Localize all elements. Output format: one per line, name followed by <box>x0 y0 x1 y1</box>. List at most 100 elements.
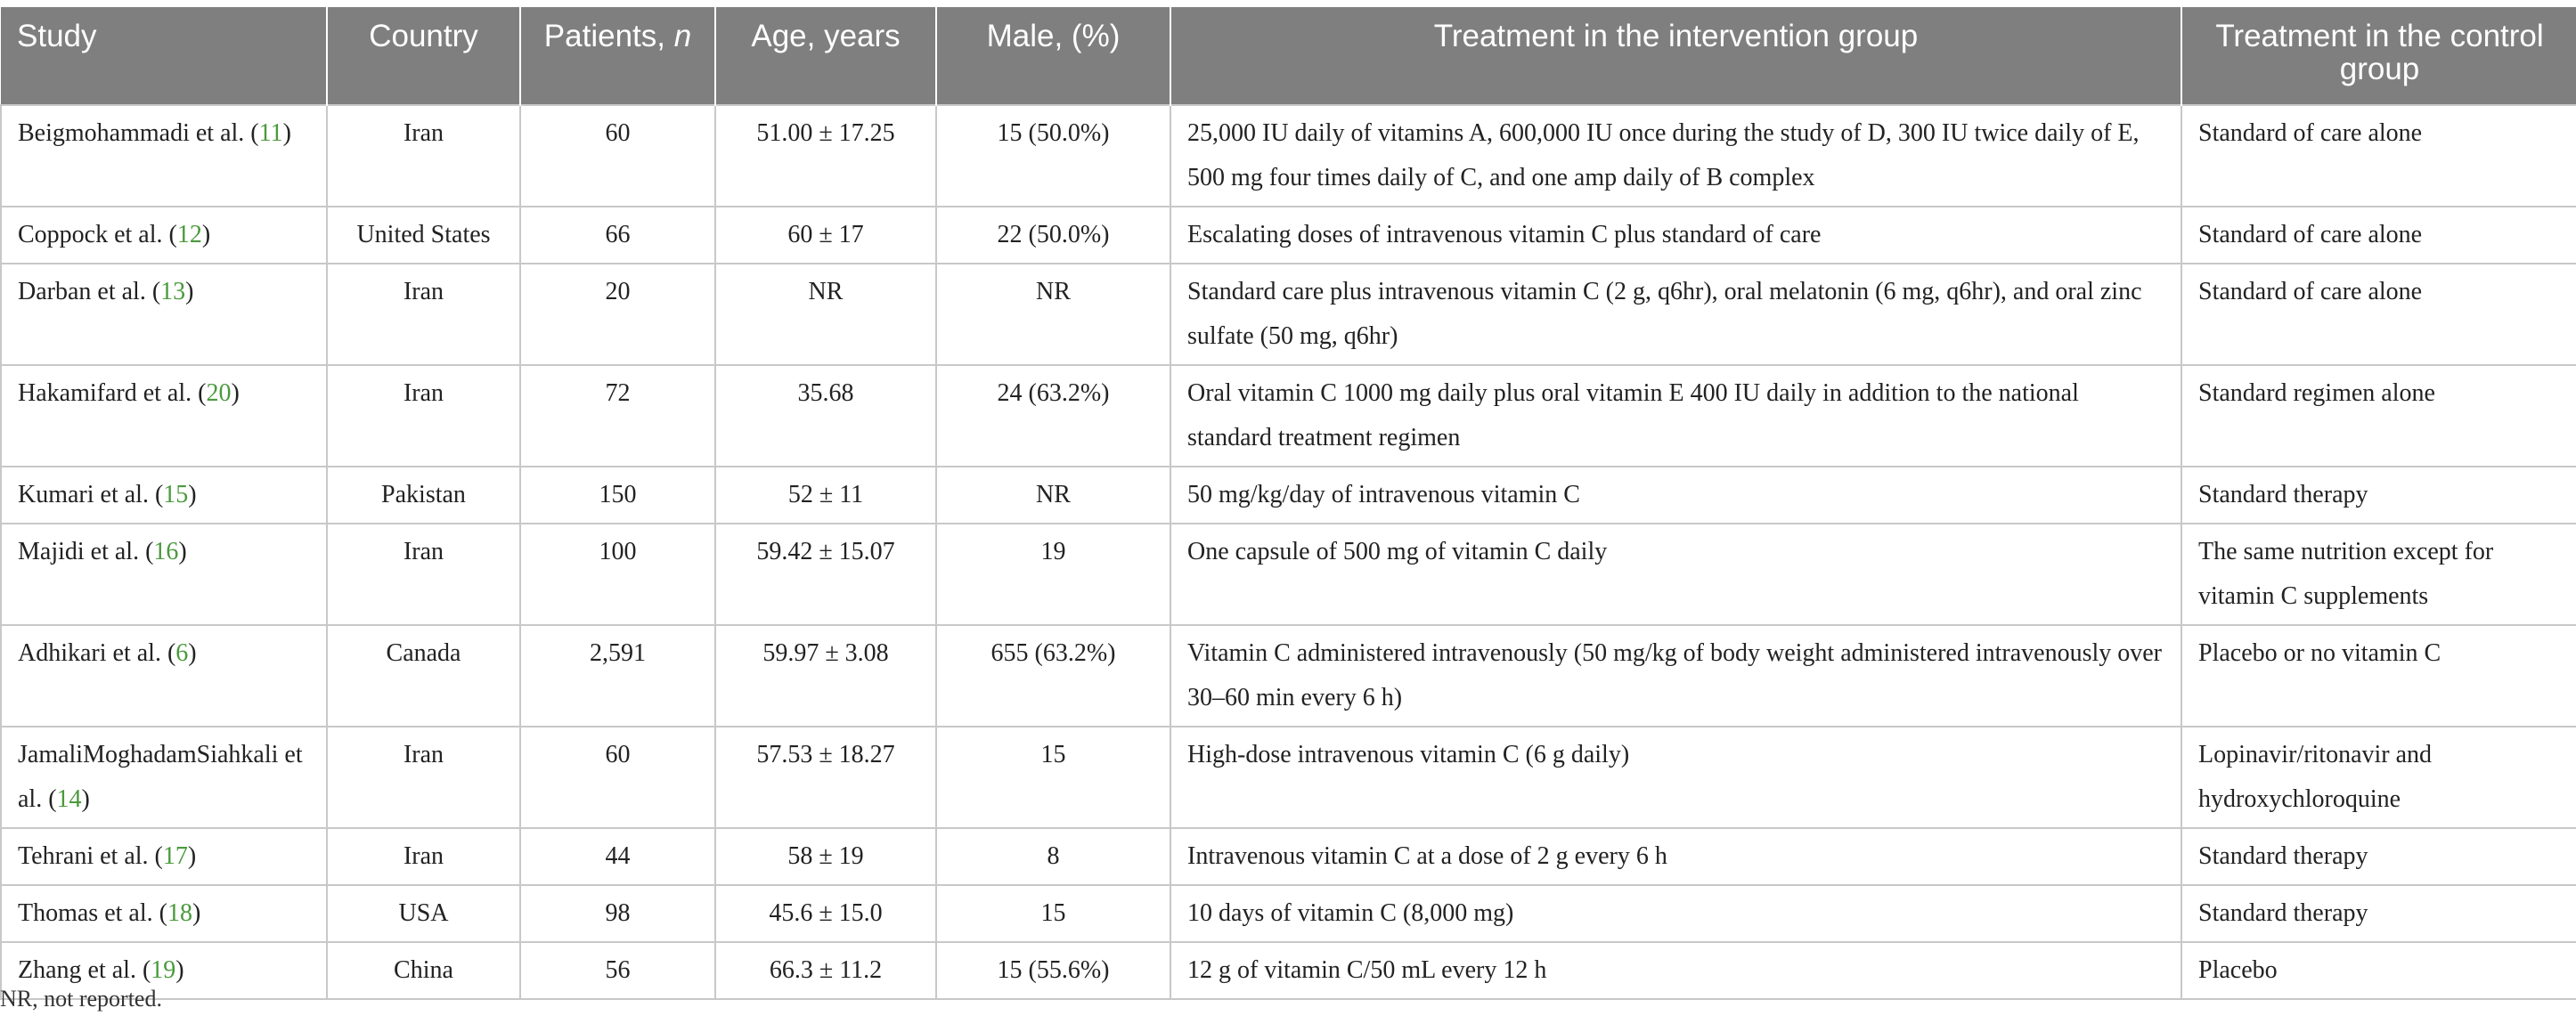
column-header-label: Male, (%) <box>986 19 1121 53</box>
intervention-cell: 25,000 IU daily of vitamins A, 600,000 I… <box>1170 104 2182 207</box>
study-name: Hakamifard et al. ( <box>18 379 207 407</box>
control-cell: Placebo <box>2181 941 2576 1000</box>
table-row: Hakamifard et al. (20) Iran 72 35.68 24 (63.… <box>0 364 2576 467</box>
reference-link[interactable]: 17 <box>162 842 188 870</box>
patients-cell: 100 <box>519 523 716 626</box>
country-cell: Pakistan <box>326 466 521 524</box>
table-row: Tehrani et al. (17) Iran 44 58 ± 19 8 Intrave… <box>0 827 2576 886</box>
column-header: Study <box>1 7 328 105</box>
intervention-cell: Escalating doses of intravenous vitamin … <box>1170 206 2182 264</box>
study-close-paren: ) <box>81 785 90 813</box>
patients-cell: 72 <box>519 364 716 467</box>
patients-cell: 20 <box>519 263 716 366</box>
table-row: Thomas et al. (18) USA 98 45.6 ± 15.0 15 10 d… <box>0 884 2576 943</box>
study-name: Tehrani et al. ( <box>18 842 163 870</box>
study-cell: Coppock et al. (12) <box>0 206 328 264</box>
table-body: Beigmohammadi et al. (11) Iran 60 51.00 ± 1… <box>0 104 2576 1000</box>
study-name: Majidi et al. ( <box>18 538 154 565</box>
age-cell: NR <box>714 263 937 366</box>
age-cell: 57.53 ± 18.27 <box>714 726 937 829</box>
country-cell: China <box>326 941 521 1000</box>
column-header-label: Treatment in the intervention group <box>1433 19 1919 53</box>
study-close-paren: ) <box>201 221 211 248</box>
intervention-cell: 10 days of vitamin C (8,000 mg) <box>1170 884 2182 943</box>
age-cell: 66.3 ± 11.2 <box>714 941 937 1000</box>
column-header: Country <box>327 7 521 105</box>
reference-link[interactable]: 14 <box>56 785 82 813</box>
reference-link[interactable]: 12 <box>176 221 202 248</box>
country-cell: Iran <box>326 104 521 207</box>
male-cell: 15 <box>935 884 1171 943</box>
header-row: Study Country Patients, n Age, years Male, (… <box>1 7 2576 105</box>
patients-cell: 44 <box>519 827 716 886</box>
country-cell: Canada <box>326 624 521 727</box>
table-row: Beigmohammadi et al. (11) Iran 60 51.00 ± 1… <box>0 104 2576 207</box>
study-close-paren: ) <box>282 119 291 147</box>
male-cell: 24 (63.2%) <box>935 364 1171 467</box>
column-header-label: Patients, <box>543 19 674 53</box>
table-row: JamaliMoghadamSiahkali et al. (14) Iran 60… <box>0 726 2576 829</box>
intervention-cell: Oral vitamin C 1000 mg daily plus oral v… <box>1170 364 2182 467</box>
reference-link[interactable]: 20 <box>206 379 232 407</box>
column-header: Treatment in the intervention group <box>1170 7 2182 105</box>
study-close-paren: ) <box>192 899 201 927</box>
study-close-paren: ) <box>231 379 240 407</box>
male-cell: NR <box>935 466 1171 524</box>
study-name: Beigmohammadi et al. ( <box>18 119 259 147</box>
control-cell: Standard therapy <box>2181 827 2576 886</box>
control-cell: Placebo or no vitamin C <box>2181 624 2576 727</box>
age-cell: 59.42 ± 15.07 <box>714 523 937 626</box>
study-cell: Zhang et al. (19) <box>0 941 328 1000</box>
patients-cell: 60 <box>519 726 716 829</box>
column-header-label: Age, years <box>751 19 901 53</box>
control-cell: Standard of care alone <box>2181 206 2576 264</box>
reference-link[interactable]: 13 <box>160 278 186 305</box>
column-header-label: Study <box>17 19 97 53</box>
intervention-cell: Intravenous vitamin C at a dose of 2 g e… <box>1170 827 2182 886</box>
study-cell: Adhikari et al. (6) <box>0 624 328 727</box>
country-cell: Iran <box>326 523 521 626</box>
patients-cell: 60 <box>519 104 716 207</box>
column-header: Age, years <box>715 7 937 105</box>
table-row: Darban et al. (13) Iran 20 NR NR Standard car… <box>0 263 2576 366</box>
column-header: Patients, n <box>520 7 716 105</box>
intervention-cell: Vitamin C administered intravenously (50… <box>1170 624 2182 727</box>
column-header: Male, (%) <box>936 7 1171 105</box>
country-cell: Iran <box>326 263 521 366</box>
reference-link[interactable]: 6 <box>175 639 189 667</box>
male-cell: 15 (50.0%) <box>935 104 1171 207</box>
study-close-paren: ) <box>188 481 197 508</box>
intervention-cell: 12 g of vitamin C/50 mL every 12 h <box>1170 941 2182 1000</box>
age-cell: 58 ± 19 <box>714 827 937 886</box>
intervention-cell: Standard care plus intravenous vitamin C… <box>1170 263 2182 366</box>
patients-cell: 56 <box>519 941 716 1000</box>
intervention-cell: High-dose intravenous vitamin C (6 g dai… <box>1170 726 2182 829</box>
control-cell: The same nutrition except for vitamin C … <box>2181 523 2576 626</box>
column-header-label: Treatment in the control group <box>2215 19 2544 86</box>
study-cell: Kumari et al. (15) <box>0 466 328 524</box>
column-header: Treatment in the control group <box>2181 7 2576 105</box>
male-cell: 15 (55.6%) <box>935 941 1171 1000</box>
study-close-paren: ) <box>188 639 197 667</box>
study-name: Adhikari et al. ( <box>18 639 176 667</box>
study-cell: Hakamifard et al. (20) <box>0 364 328 467</box>
reference-link[interactable]: 18 <box>167 899 192 927</box>
table-row: Majidi et al. (16) Iran 100 59.42 ± 15.07 19… <box>0 523 2576 626</box>
reference-link[interactable]: 11 <box>258 119 283 147</box>
control-cell: Standard therapy <box>2181 884 2576 943</box>
age-cell: 52 ± 11 <box>714 466 937 524</box>
country-cell: USA <box>326 884 521 943</box>
reference-link[interactable]: 19 <box>151 956 176 984</box>
intervention-cell: 50 mg/kg/day of intravenous vitamin C <box>1170 466 2182 524</box>
male-cell: 19 <box>935 523 1171 626</box>
study-close-paren: ) <box>185 278 194 305</box>
intervention-cell: One capsule of 500 mg of vitamin C daily <box>1170 523 2182 626</box>
reference-link[interactable]: 16 <box>153 538 179 565</box>
control-cell: Standard of care alone <box>2181 104 2576 207</box>
table-row: Kumari et al. (15) Pakistan 150 52 ± 11 NR 50… <box>0 466 2576 524</box>
study-table: Study Country Patients, n Age, years Male, (… <box>0 7 2576 1000</box>
control-cell: Standard of care alone <box>2181 263 2576 366</box>
reference-link[interactable]: 15 <box>163 481 189 508</box>
male-cell: 22 (50.0%) <box>935 206 1171 264</box>
study-cell: Beigmohammadi et al. (11) <box>0 104 328 207</box>
